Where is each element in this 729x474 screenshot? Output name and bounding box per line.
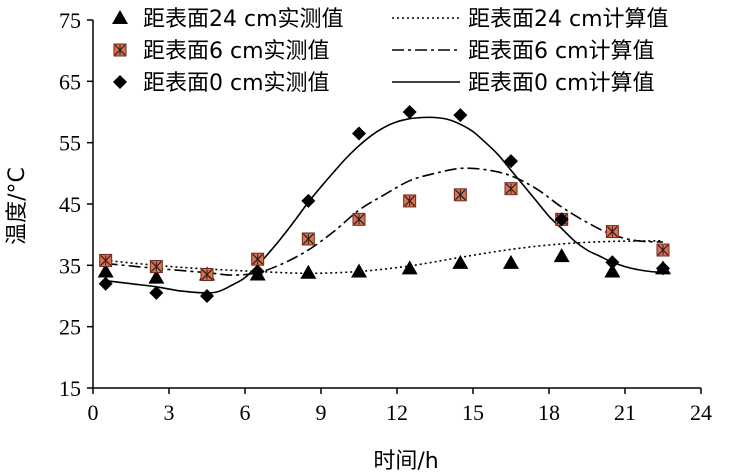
x-tick-label: 15 <box>462 400 484 425</box>
measured-point-square-x <box>301 232 315 246</box>
legend-label: 距表面0 cm计算值 <box>468 71 655 96</box>
measured-point-square-x <box>200 268 214 282</box>
measured-point-triangle <box>604 263 621 278</box>
legend-marker-square-x <box>113 43 127 57</box>
y-tick-label: 75 <box>59 8 81 33</box>
measured-point-triangle <box>553 248 570 263</box>
legend-marker-triangle <box>112 10 128 24</box>
measured-point-square-x <box>149 260 163 274</box>
y-tick-label: 55 <box>59 131 81 156</box>
legend-label: 距表面6 cm实测值 <box>143 39 330 64</box>
measured-point-diamond <box>149 285 164 300</box>
calculated-line-solid <box>105 116 664 294</box>
measured-point-diamond <box>402 105 417 119</box>
measured-point-triangle <box>503 254 519 269</box>
y-tick-label: 15 <box>59 376 81 401</box>
tick-labels: 15 25 35 45 55 65 75 0 3 6 9 12 15 18 21 24 <box>59 8 712 425</box>
measured-point-diamond <box>200 289 214 303</box>
x-tick-label: 24 <box>690 400 712 425</box>
measured-point-square-x <box>504 182 518 196</box>
legend-label: 距表面24 cm实测值 <box>143 7 344 32</box>
x-tick-label: 18 <box>538 400 560 425</box>
measured-point-diamond <box>98 276 113 291</box>
measured-point-triangle <box>148 269 165 284</box>
measured-point-diamond <box>250 264 265 279</box>
measured-point-triangle <box>452 254 469 269</box>
calculated-line-dash-dot <box>105 167 664 276</box>
y-tick-label: 45 <box>59 192 81 217</box>
x-tick-label: 12 <box>386 400 408 425</box>
measured-series-markers <box>97 105 671 303</box>
measured-point-diamond <box>301 193 316 208</box>
y-tick-label: 25 <box>59 315 81 340</box>
measured-point-diamond <box>554 212 569 227</box>
calculated-series-lines <box>105 116 664 294</box>
measured-point-triangle <box>97 263 114 278</box>
x-tick-label: 3 <box>164 400 175 425</box>
x-axis-title: 时间/h <box>373 449 438 474</box>
measured-point-triangle <box>351 263 367 278</box>
measured-point-diamond <box>656 261 670 276</box>
measured-point-diamond <box>352 126 366 141</box>
axes <box>87 19 702 394</box>
legend-label: 距表面0 cm实测值 <box>143 71 330 96</box>
legend-label: 距表面6 cm计算值 <box>468 39 655 64</box>
legend-marker-diamond <box>113 75 127 89</box>
measured-point-square-x <box>251 252 265 266</box>
measured-point-square-x <box>453 188 467 202</box>
x-tick-label: 21 <box>614 400 636 425</box>
y-tick-label: 65 <box>59 69 81 94</box>
measured-point-square-x <box>656 243 670 257</box>
y-axis-title: 温度/°C <box>5 167 30 245</box>
measured-point-square-x <box>99 253 113 267</box>
measured-point-square-x <box>352 212 366 226</box>
measured-point-diamond <box>504 154 518 169</box>
measured-point-diamond <box>453 108 468 123</box>
measured-point-triangle <box>300 264 317 279</box>
measured-point-square-x <box>605 225 619 239</box>
x-tick-label: 9 <box>316 400 327 425</box>
y-tick-label: 35 <box>59 253 81 278</box>
measured-point-square-x <box>403 194 417 208</box>
measured-point-triangle <box>401 260 418 275</box>
x-tick-label: 6 <box>240 400 251 425</box>
measured-point-diamond <box>605 255 620 270</box>
x-tick-label: 0 <box>88 400 99 425</box>
legend-label: 距表面24 cm计算值 <box>468 7 669 32</box>
